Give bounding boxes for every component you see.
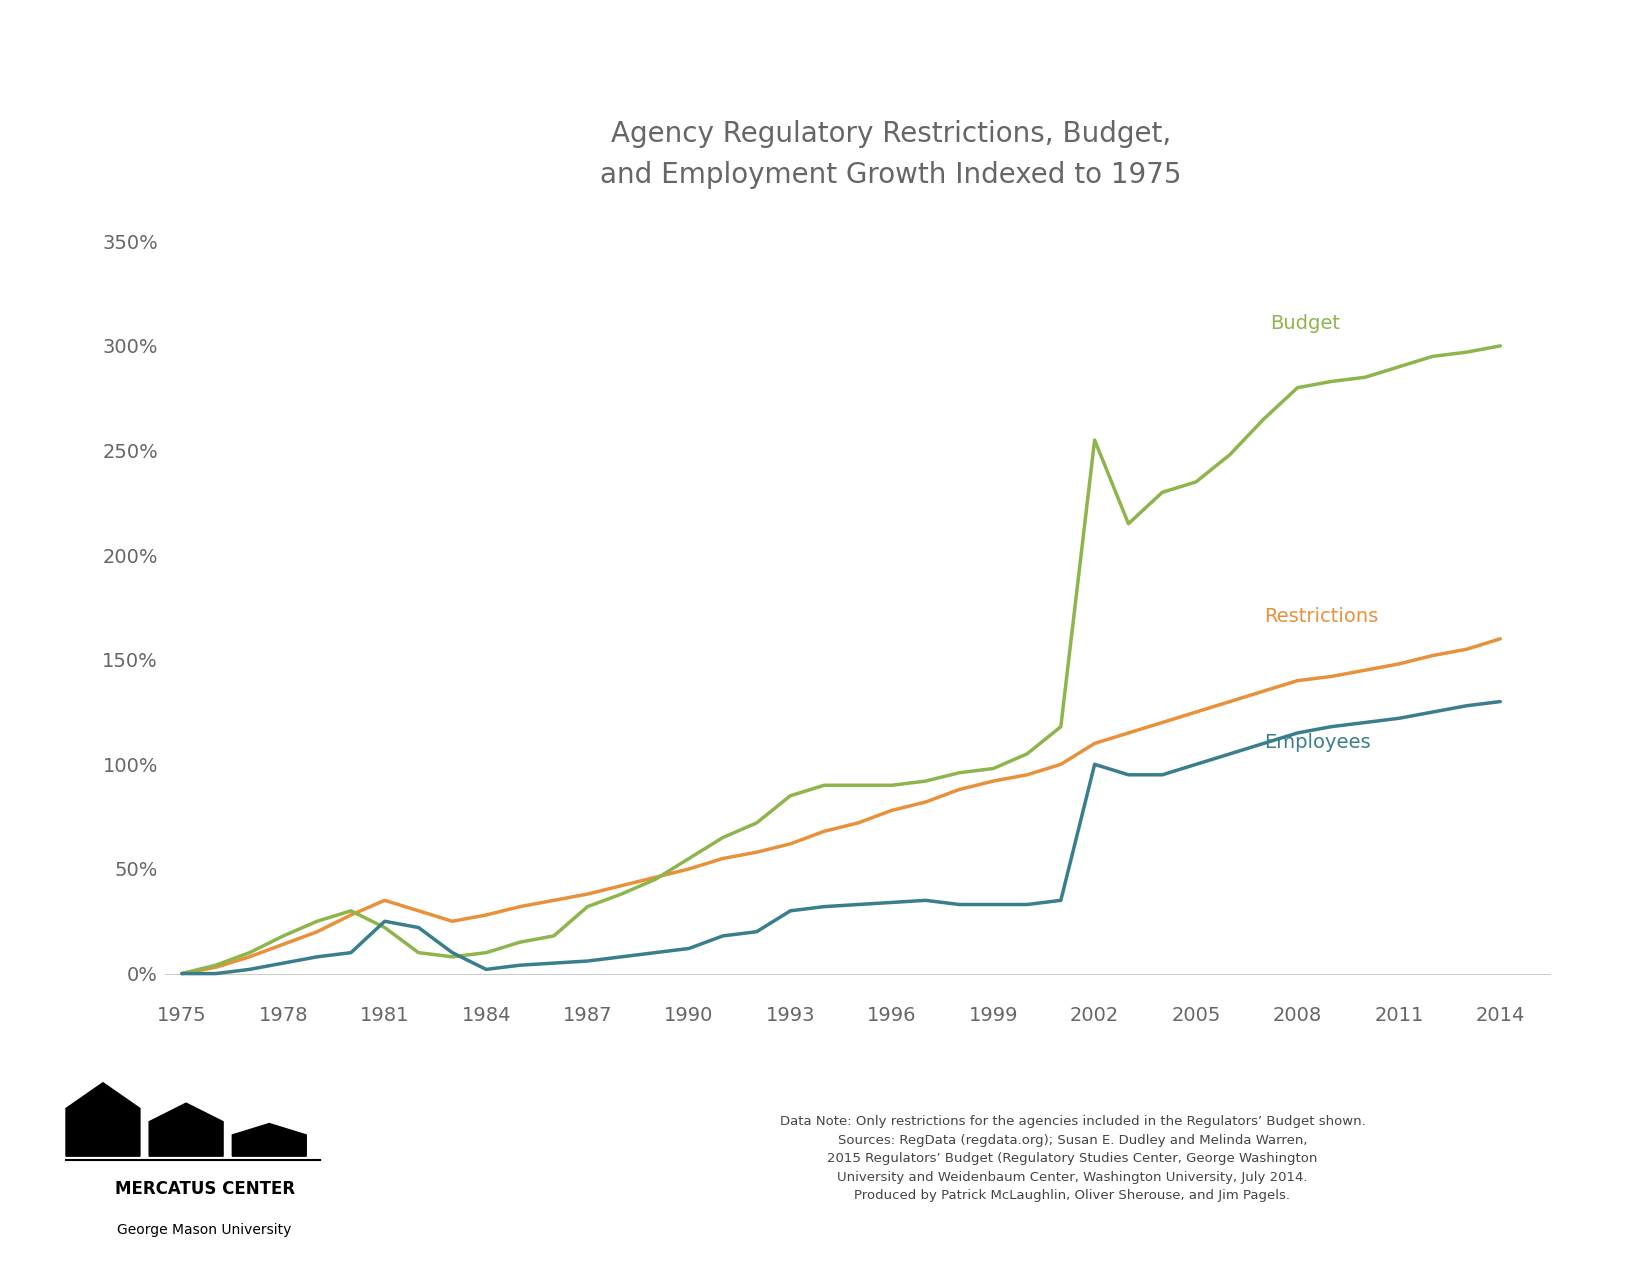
Text: Employees: Employees <box>1264 733 1370 751</box>
Polygon shape <box>233 1123 307 1156</box>
Text: Budget: Budget <box>1270 314 1340 333</box>
Polygon shape <box>148 1103 223 1156</box>
Text: MERCATUS CENTER: MERCATUS CENTER <box>114 1179 295 1197</box>
Text: Data Note: Only restrictions for the agencies included in the Regulators’ Budget: Data Note: Only restrictions for the age… <box>779 1116 1366 1202</box>
Polygon shape <box>66 1082 140 1156</box>
Text: Restrictions: Restrictions <box>1264 607 1378 626</box>
Text: George Mason University: George Mason University <box>117 1223 292 1237</box>
Text: and Employment Growth Indexed to 1975: and Employment Growth Indexed to 1975 <box>601 161 1181 189</box>
Text: Agency Regulatory Restrictions, Budget,: Agency Regulatory Restrictions, Budget, <box>610 120 1172 148</box>
